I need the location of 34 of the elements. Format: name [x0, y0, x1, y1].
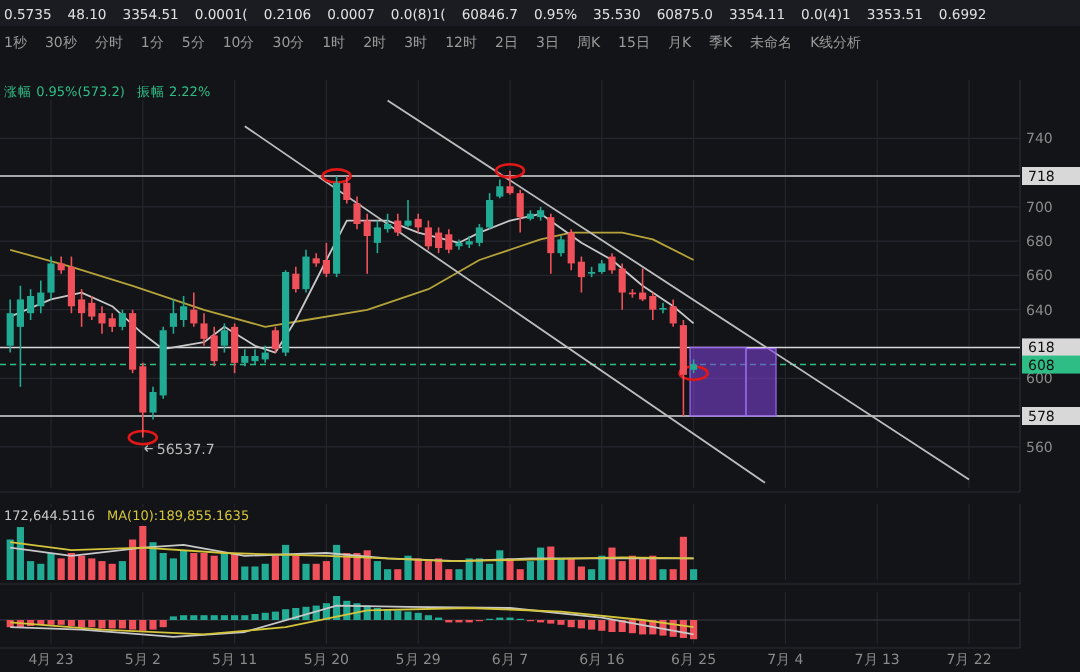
- candlestick: [190, 291, 198, 328]
- bar: [118, 561, 126, 580]
- candlestick: [516, 188, 524, 234]
- candlestick: [47, 255, 55, 301]
- candlestick: [414, 212, 422, 234]
- candlestick: [669, 298, 677, 328]
- candlestick: [547, 212, 555, 275]
- bar: [547, 546, 555, 580]
- candlestick: [220, 322, 228, 354]
- line-series: [9, 231, 695, 328]
- candlestick: [557, 235, 565, 258]
- candlestick: [486, 192, 494, 230]
- candlestick: [659, 302, 667, 314]
- candlestick: [404, 199, 412, 229]
- candlestick: [302, 248, 310, 294]
- candlestick: [506, 170, 514, 196]
- bar: [231, 553, 239, 580]
- bar: [659, 569, 667, 580]
- candlestick: [271, 326, 279, 354]
- candlestick: [343, 175, 351, 205]
- bar: [302, 563, 310, 580]
- candlestick: [231, 322, 239, 374]
- bar: [690, 569, 698, 580]
- bar: [220, 553, 228, 580]
- bar: [282, 544, 290, 580]
- bar: [292, 555, 300, 580]
- bar: [271, 555, 279, 580]
- candlestick: [118, 308, 126, 332]
- candlestick: [496, 178, 504, 200]
- bar: [404, 555, 412, 580]
- bar: [394, 569, 402, 580]
- candlestick: [394, 212, 402, 237]
- bar: [557, 558, 565, 580]
- candlestick: [292, 266, 300, 294]
